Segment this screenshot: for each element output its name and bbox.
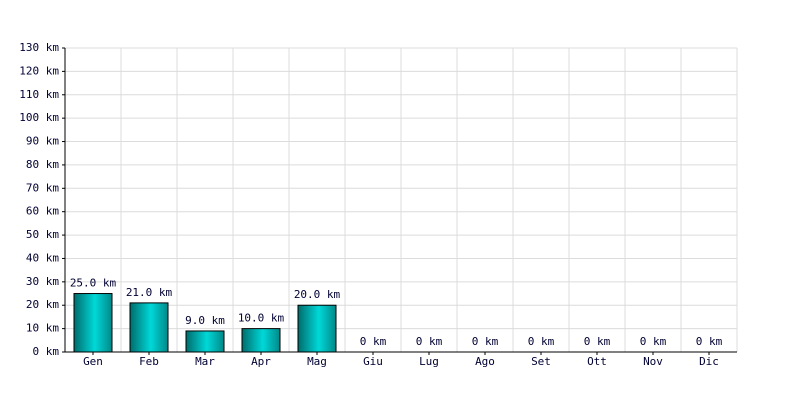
value-label: 0 km: [640, 335, 667, 348]
x-tick-label: Ott: [587, 355, 607, 368]
value-label: 0 km: [696, 335, 723, 348]
x-tick-label: Ago: [475, 355, 495, 368]
value-label: 25.0 km: [70, 277, 117, 290]
y-tick-label: 30 km: [26, 275, 59, 288]
x-tick-label: Set: [531, 355, 551, 368]
bar: [73, 293, 113, 353]
bar: [185, 330, 225, 353]
y-tick-label: 10 km: [26, 322, 59, 335]
value-label: 0 km: [528, 335, 555, 348]
x-tick-label: Apr: [251, 355, 271, 368]
value-label: 0 km: [472, 335, 499, 348]
value-label: 20.0 km: [294, 288, 341, 301]
value-label: 0 km: [584, 335, 611, 348]
y-tick-label: 100 km: [19, 111, 59, 124]
x-tick-label: Feb: [139, 355, 159, 368]
bar: [297, 304, 337, 353]
x-tick-label: Nov: [643, 355, 663, 368]
x-tick-label: Dic: [699, 355, 719, 368]
y-tick-label: 50 km: [26, 228, 59, 241]
y-tick-label: 0 km: [33, 345, 60, 358]
x-tick-label: Mar: [195, 355, 215, 368]
y-tick-label: 60 km: [26, 205, 59, 218]
y-tick-label: 40 km: [26, 251, 59, 264]
value-label: 10.0 km: [238, 312, 285, 325]
x-tick-label: Mag: [307, 355, 327, 368]
y-tick-label: 120 km: [19, 64, 59, 77]
y-tick-label: 90 km: [26, 135, 59, 148]
y-tick-label: 110 km: [19, 88, 59, 101]
y-tick-label: 130 km: [19, 41, 59, 54]
value-label: 21.0 km: [126, 286, 173, 299]
bar: [129, 302, 169, 353]
value-label: 0 km: [360, 335, 387, 348]
value-label: 9.0 km: [185, 314, 225, 327]
x-tick-label: Lug: [419, 355, 439, 368]
y-tick-label: 20 km: [26, 298, 59, 311]
y-tick-label: 80 km: [26, 158, 59, 171]
bar: [241, 328, 281, 353]
x-tick-label: Giu: [363, 355, 383, 368]
x-tick-label: Gen: [83, 355, 103, 368]
y-tick-label: 70 km: [26, 181, 59, 194]
value-label: 0 km: [416, 335, 443, 348]
